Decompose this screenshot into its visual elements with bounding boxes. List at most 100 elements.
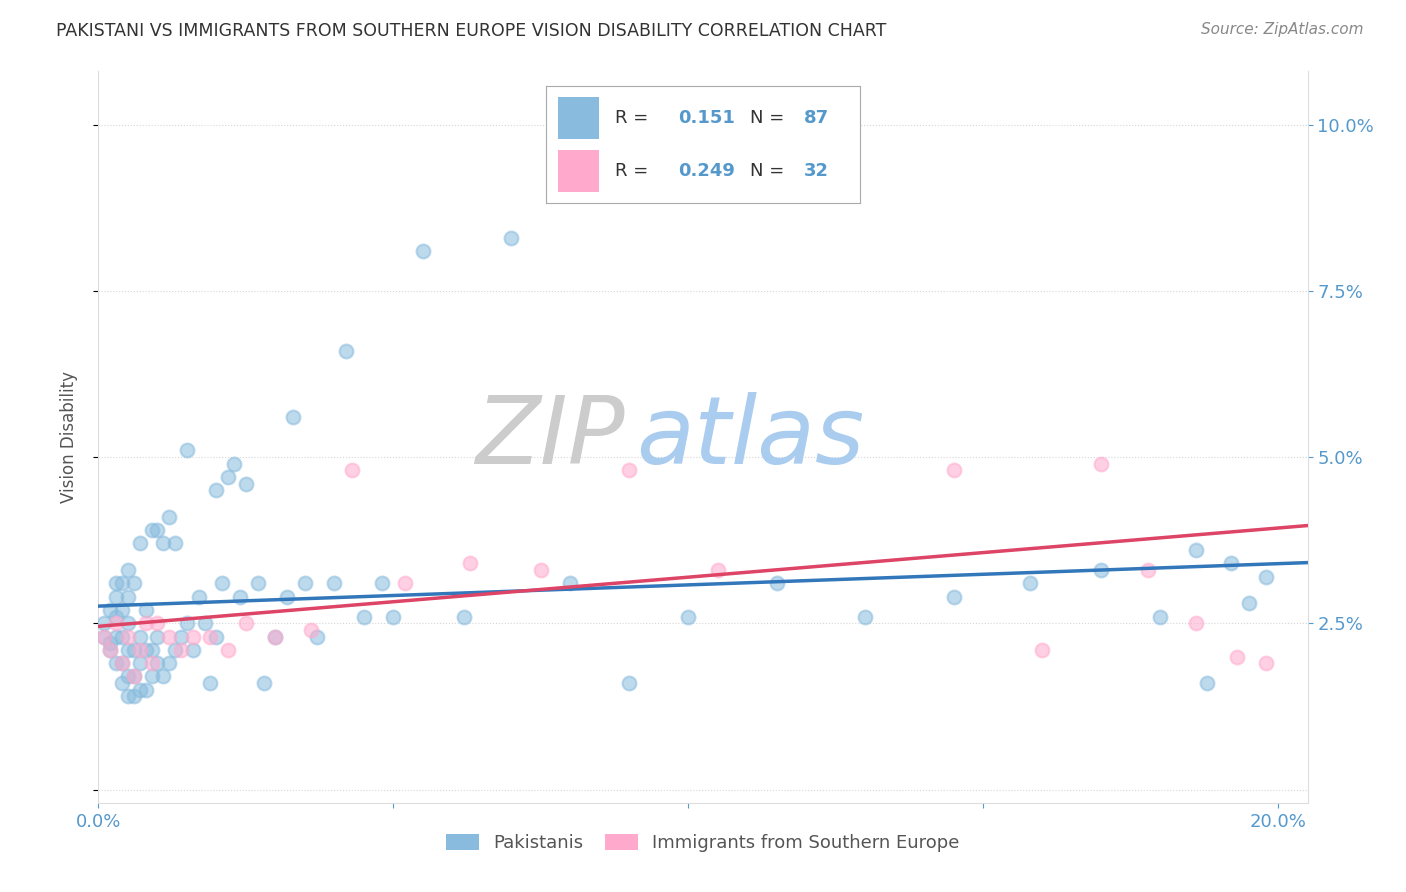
Point (122, 643, 145, 657)
Point (152, 536, 174, 550)
Point (942, 463, 965, 477)
Point (128, 643, 150, 657)
Point (187, 590, 209, 604)
Point (1137, 563, 1160, 577)
Point (222, 457, 245, 471)
Point (117, 690, 139, 704)
Point (340, 463, 363, 477)
Point (111, 576, 134, 591)
Text: Source: ZipAtlas.com: Source: ZipAtlas.com (1201, 22, 1364, 37)
Point (117, 630, 139, 644)
Point (122, 576, 145, 591)
Point (146, 523, 169, 537)
Point (165, 643, 187, 657)
Point (252, 676, 274, 690)
Point (194, 616, 217, 631)
Point (135, 643, 157, 657)
Point (105, 656, 128, 670)
Point (370, 576, 392, 591)
Point (453, 609, 475, 624)
Point (117, 643, 139, 657)
Point (235, 476, 257, 491)
Point (128, 656, 150, 670)
Point (157, 630, 180, 644)
Point (211, 576, 233, 591)
Point (1019, 576, 1042, 591)
Point (141, 669, 163, 683)
Point (394, 576, 416, 591)
Point (135, 616, 157, 631)
Point (412, 244, 434, 258)
Point (217, 643, 239, 657)
Point (141, 643, 163, 657)
Point (146, 630, 169, 644)
Point (122, 690, 145, 704)
Point (1197, 676, 1219, 690)
Point (323, 576, 346, 591)
Point (1237, 596, 1260, 610)
Point (98, 603, 121, 617)
Point (117, 590, 139, 604)
Point (98, 636, 121, 650)
Point (678, 609, 700, 624)
Point (200, 630, 222, 644)
Point (246, 576, 269, 591)
Point (217, 470, 239, 484)
Point (105, 576, 128, 591)
Point (135, 603, 157, 617)
Point (305, 630, 328, 644)
Point (165, 536, 187, 550)
Point (176, 443, 198, 458)
Point (1031, 643, 1053, 657)
Legend: Pakistanis, Immigrants from Southern Europe: Pakistanis, Immigrants from Southern Eur… (439, 827, 967, 860)
Point (111, 630, 134, 644)
Point (229, 590, 252, 604)
Point (264, 630, 287, 644)
Point (135, 682, 157, 697)
Point (942, 590, 965, 604)
Point (1226, 649, 1249, 664)
Point (1256, 656, 1278, 670)
Point (1219, 557, 1241, 571)
Point (98, 643, 121, 657)
Point (157, 656, 180, 670)
Point (205, 483, 228, 498)
Point (853, 609, 876, 624)
Point (176, 616, 198, 631)
Point (98, 643, 121, 657)
Point (276, 590, 298, 604)
Point (111, 656, 134, 670)
Point (181, 643, 204, 657)
Point (294, 576, 316, 591)
Point (128, 630, 150, 644)
Point (105, 609, 128, 624)
Point (200, 676, 222, 690)
Point (111, 656, 134, 670)
Point (105, 630, 128, 644)
Point (1090, 563, 1112, 577)
Point (170, 643, 193, 657)
Point (501, 230, 523, 244)
Point (619, 676, 641, 690)
Point (181, 630, 204, 644)
Point (560, 576, 582, 591)
Point (117, 616, 139, 631)
Point (93, 630, 115, 644)
Point (1184, 616, 1206, 631)
Point (141, 656, 163, 670)
Y-axis label: Vision Disability: Vision Disability (59, 371, 77, 503)
Point (122, 669, 145, 683)
Point (117, 669, 139, 683)
Point (105, 590, 128, 604)
Point (128, 682, 150, 697)
Point (353, 609, 375, 624)
Point (141, 523, 163, 537)
Point (1090, 457, 1112, 471)
Point (146, 616, 169, 631)
Point (382, 609, 405, 624)
Point (235, 616, 257, 631)
Point (170, 630, 193, 644)
Point (93, 616, 115, 631)
Point (1184, 543, 1206, 558)
Point (105, 616, 128, 631)
